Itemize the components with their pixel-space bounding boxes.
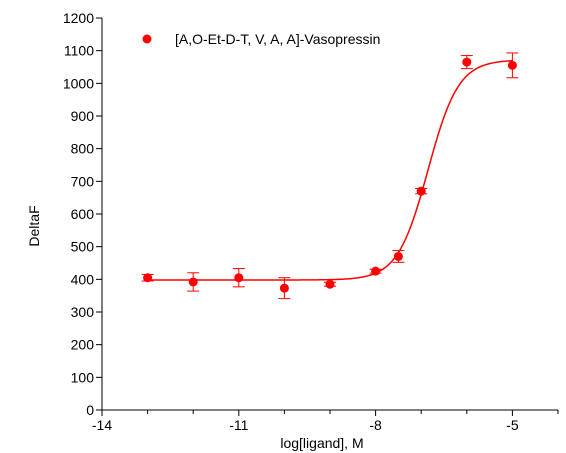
data-point-marker <box>188 277 198 287</box>
x-tick-label: -14 <box>92 417 112 433</box>
data-point <box>460 55 473 70</box>
data-point-marker <box>416 186 426 196</box>
legend-marker <box>142 34 152 44</box>
x-axis-title: log[ligand], M <box>280 435 363 451</box>
data-points <box>141 52 519 300</box>
y-ticks: 0 100 200 300 400 500 600 700 800 900 1000 1100 1200 <box>63 10 102 418</box>
data-point-marker <box>279 283 289 293</box>
y-tick-label: 400 <box>71 271 95 287</box>
data-point-marker <box>507 60 517 70</box>
data-point-marker <box>143 273 153 283</box>
y-tick-label: 0 <box>86 402 94 418</box>
data-point <box>506 52 519 79</box>
data-point <box>232 268 245 288</box>
y-tick-label: 700 <box>71 173 95 189</box>
data-point-marker <box>325 279 335 289</box>
data-point <box>392 250 405 263</box>
y-tick-label: 500 <box>71 239 95 255</box>
y-tick-label: 100 <box>71 369 95 385</box>
y-tick-label: 900 <box>71 108 95 124</box>
legend-label: [A,O-Et-D-T, V, A, A]-Vasopressin <box>175 31 380 47</box>
y-tick-label: 1100 <box>64 43 94 59</box>
y-tick-label: 1200 <box>63 10 94 26</box>
data-point-marker <box>234 273 244 283</box>
y-tick-label: 600 <box>71 206 95 222</box>
data-point <box>141 273 154 283</box>
y-tick-label: 800 <box>71 141 95 157</box>
data-point-marker <box>462 57 472 67</box>
x-ticks: -14 -11 -8 -5 <box>92 410 559 433</box>
x-tick-label: -5 <box>506 417 519 433</box>
fit-curve <box>147 59 513 281</box>
y-tick-label: 200 <box>71 337 95 353</box>
y-tick-label: 300 <box>71 304 95 320</box>
y-axis-title: DeltaF <box>26 205 42 246</box>
data-point-marker <box>371 266 381 276</box>
legend: [A,O-Et-D-T, V, A, A]-Vasopressin <box>142 31 380 47</box>
data-point <box>415 186 428 196</box>
data-point-marker <box>393 251 403 261</box>
y-tick-label: 1000 <box>63 75 94 91</box>
x-tick-label: -8 <box>369 417 382 433</box>
data-point <box>324 279 336 289</box>
data-point <box>278 277 291 300</box>
data-point <box>369 266 382 276</box>
axes <box>101 18 558 411</box>
data-point <box>187 272 200 292</box>
x-tick-label: -11 <box>229 417 248 433</box>
